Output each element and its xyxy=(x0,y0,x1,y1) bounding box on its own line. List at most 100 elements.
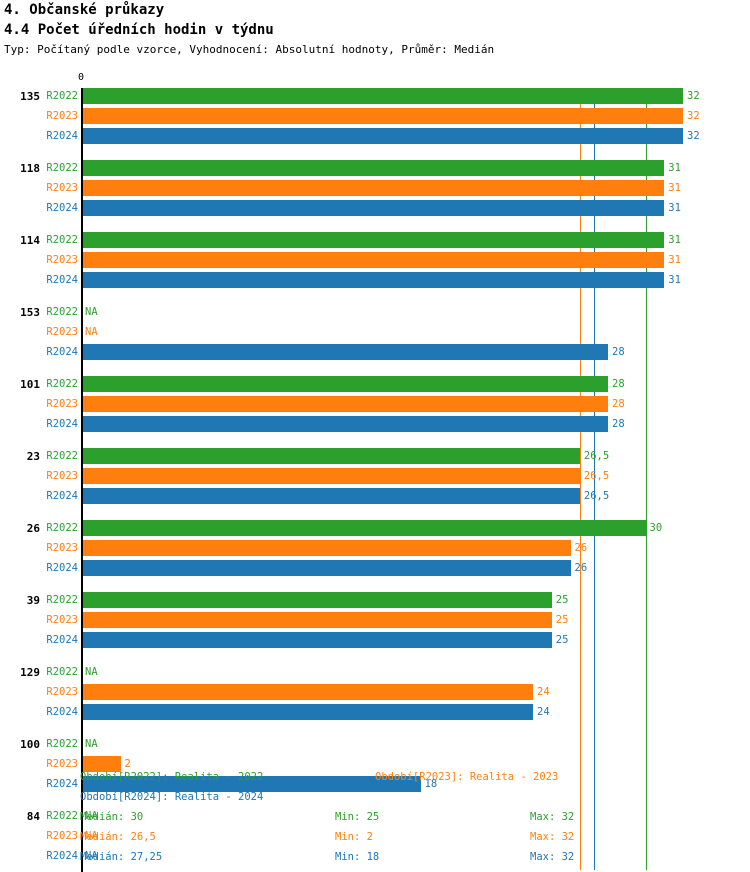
series-label-r2022: R2022 xyxy=(46,522,78,534)
series-label-r2022: R2022 xyxy=(46,234,78,246)
series-label-r2023: R2023 xyxy=(46,686,78,698)
group-label: 26 xyxy=(26,522,40,535)
group-label: 118 xyxy=(20,162,40,175)
group-label: 100 xyxy=(20,738,40,751)
series-label-r2022: R2022 xyxy=(46,450,78,462)
group-label: 153 xyxy=(20,306,40,319)
bar-value-label-na: NA xyxy=(85,738,98,750)
chart-plot-area: 0 135 R2022 32 R2023 32 R2024 32 118 R2022 31 R2023… xyxy=(0,60,750,872)
bar-r2023 xyxy=(83,396,608,412)
series-label-r2023: R2023 xyxy=(46,110,78,122)
bar-value-label: 31 xyxy=(668,182,681,194)
bar-value-label: 2 xyxy=(124,758,131,770)
chart-subtitle: Typ: Počítaný podle vzorce, Vyhodnocení:… xyxy=(4,43,495,56)
legend-stat-median-r2024: Medián: 27,25 xyxy=(80,851,163,863)
bar-r2024 xyxy=(83,416,608,432)
series-label-r2023: R2023 xyxy=(46,398,78,410)
series-label-r2024: R2024 xyxy=(46,130,78,142)
bar-r2024 xyxy=(83,344,608,360)
bar-value-label: 32 xyxy=(687,90,700,102)
series-label-r2024: R2024 xyxy=(46,850,78,862)
bar-r2023 xyxy=(83,612,552,628)
bar-r2023 xyxy=(83,684,533,700)
legend-stat-min-r2024: Min: 18 xyxy=(335,851,380,863)
bar-value-label: 25 xyxy=(555,614,569,626)
group-label: 39 xyxy=(26,594,40,607)
bar-value-label: 28 xyxy=(612,418,625,430)
series-label-r2024: R2024 xyxy=(46,346,78,358)
bar-r2023 xyxy=(83,756,121,772)
series-label-r2022: R2022 xyxy=(46,90,78,102)
bar-value-label: 30 xyxy=(649,522,663,534)
legend-stat-max-r2024: Max: 32 xyxy=(530,851,575,863)
bar-value-label-na: NA xyxy=(85,830,98,842)
legend-stat-median-r2022: Medián: 30 xyxy=(80,811,144,823)
bar-r2023 xyxy=(83,108,683,124)
series-label-r2022: R2022 xyxy=(46,666,78,678)
series-label-r2024: R2024 xyxy=(46,706,78,718)
bar-r2024 xyxy=(83,488,580,504)
legend-item-r2024: Období[R2024]: Realita - 2024 xyxy=(80,791,264,803)
bar-value-label: 26,5 xyxy=(583,470,610,482)
series-label-r2023: R2023 xyxy=(46,326,78,338)
y-axis-line xyxy=(81,88,83,872)
bar-value-label: 31 xyxy=(668,234,681,246)
series-label-r2023: R2023 xyxy=(46,542,78,554)
bar-value-label: 31 xyxy=(668,254,681,266)
series-label-r2022: R2022 xyxy=(46,738,78,750)
bar-r2022 xyxy=(83,448,580,464)
chart-legend: Období[R2022]: Realita - 2022 Období[R202… xyxy=(0,762,750,872)
page-title: 4. Občanské průkazy xyxy=(4,2,165,18)
group-label: 84 xyxy=(26,810,40,823)
series-label-r2023: R2023 xyxy=(46,470,78,482)
series-label-r2023: R2023 xyxy=(46,758,78,770)
bar-value-label: 32 xyxy=(687,130,700,142)
group-label: 129 xyxy=(20,666,40,679)
bar-value-label: 26 xyxy=(574,562,588,574)
bar-r2022 xyxy=(83,592,552,608)
bar-value-label: 32 xyxy=(687,110,700,122)
series-label-r2022: R2022 xyxy=(46,810,78,822)
bar-value-label: 28 xyxy=(612,398,625,410)
legend-stat-max-r2023: Max: 32 xyxy=(530,831,575,843)
legend-stat-median-r2023: Medián: 26,5 xyxy=(80,831,156,843)
bar-value-label: 25 xyxy=(555,634,569,646)
bar-value-label: 26,5 xyxy=(583,450,610,462)
bar-value-label: 18 xyxy=(424,778,438,790)
axis-zero-label: 0 xyxy=(78,72,85,83)
series-label-r2024: R2024 xyxy=(46,634,78,646)
bar-value-label-na: NA xyxy=(85,666,98,678)
bar-r2022 xyxy=(83,88,683,104)
bar-r2024 xyxy=(83,632,552,648)
bar-r2023 xyxy=(83,540,571,556)
bar-r2022 xyxy=(83,160,665,176)
bar-value-label-na: NA xyxy=(85,306,98,318)
bar-r2024 xyxy=(83,776,421,792)
group-label: 23 xyxy=(26,450,40,463)
median-reference-line-r2023 xyxy=(579,88,582,870)
legend-item-r2022: Období[R2022]: Realita - 2022 xyxy=(80,771,264,783)
bar-value-label: 28 xyxy=(612,378,625,390)
legend-item-r2023: Období[R2023]: Realita - 2023 xyxy=(375,771,559,783)
series-label-r2023: R2023 xyxy=(46,182,78,194)
bar-value-label: 26,5 xyxy=(583,490,610,502)
median-reference-line-r2024 xyxy=(593,88,596,870)
median-reference-line-r2022 xyxy=(645,88,647,870)
bar-value-label: 24 xyxy=(537,706,550,718)
legend-stat-min-r2022: Min: 25 xyxy=(335,811,380,823)
group-label: 101 xyxy=(20,378,40,391)
series-label-r2023: R2023 xyxy=(46,614,78,626)
bar-value-label-na: NA xyxy=(85,326,98,338)
bar-value-label: 31 xyxy=(668,274,681,286)
bar-r2024 xyxy=(83,272,665,288)
bar-r2023 xyxy=(83,468,580,484)
series-label-r2024: R2024 xyxy=(46,418,78,430)
series-label-r2024: R2024 xyxy=(46,490,78,502)
group-label: 114 xyxy=(20,234,40,247)
bar-r2024 xyxy=(83,704,533,720)
series-label-r2022: R2022 xyxy=(46,594,78,606)
bar-value-label: 31 xyxy=(668,202,681,214)
bar-value-label-na: NA xyxy=(85,810,98,822)
group-label: 135 xyxy=(20,90,40,103)
bar-r2024 xyxy=(83,200,665,216)
